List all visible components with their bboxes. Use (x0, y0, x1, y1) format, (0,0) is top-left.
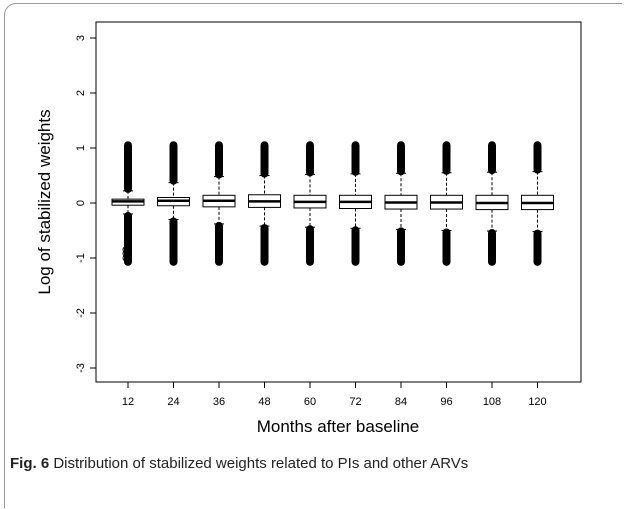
box-108 (475, 141, 509, 266)
outlier-point (122, 246, 130, 254)
y-tick-label: 3 (75, 35, 87, 41)
box-12 (111, 141, 145, 266)
x-tick-label: 12 (122, 396, 134, 408)
y-tick-label: 2 (75, 90, 87, 96)
x-tick-label: 72 (349, 396, 361, 408)
x-tick-label: 36 (213, 396, 225, 408)
x-tick-label: 96 (440, 396, 452, 408)
outlier-point (122, 254, 130, 262)
figure-caption: Fig. 6 Distribution of stabilized weight… (10, 454, 570, 473)
plot-area (95, 21, 582, 383)
x-axis-label: Months after baseline (257, 417, 420, 436)
y-axis: 3 2 1 0 -1 -2 -3 (75, 35, 96, 373)
y-tick-label: -3 (75, 363, 87, 373)
box-84 (384, 141, 418, 266)
caption-text: Distribution of stabilized weights relat… (49, 455, 469, 472)
x-axis: 12 24 36 48 60 72 84 96 108 120 (122, 382, 547, 408)
box-120 (521, 141, 554, 266)
box-series (111, 141, 554, 266)
y-tick-label: -1 (75, 253, 87, 263)
box-72 (339, 141, 372, 266)
box-96 (430, 141, 463, 266)
x-tick-label: 48 (258, 396, 270, 408)
x-tick-label: 84 (395, 396, 407, 408)
caption-label: Fig. 6 (10, 455, 50, 472)
box-48 (248, 141, 281, 266)
x-tick-label: 108 (483, 396, 501, 408)
box-36 (202, 141, 236, 266)
box-60 (293, 141, 327, 266)
y-axis-label: Log of stabilized weights (35, 109, 54, 294)
figure-frame (4, 3, 622, 508)
y-tick-label: -2 (75, 308, 87, 318)
x-tick-label: 24 (167, 396, 179, 408)
outlier-point (122, 250, 130, 258)
x-tick-label: 60 (304, 396, 316, 408)
y-tick-label: 1 (75, 145, 87, 151)
y-tick-label: 0 (75, 200, 87, 206)
box-24 (157, 141, 190, 266)
boxplot-chart: 3 2 1 0 -1 -2 -3 12 24 36 48 60 72 84 96 108 120 Log of… (35, 21, 582, 436)
x-tick-label: 120 (528, 396, 546, 408)
